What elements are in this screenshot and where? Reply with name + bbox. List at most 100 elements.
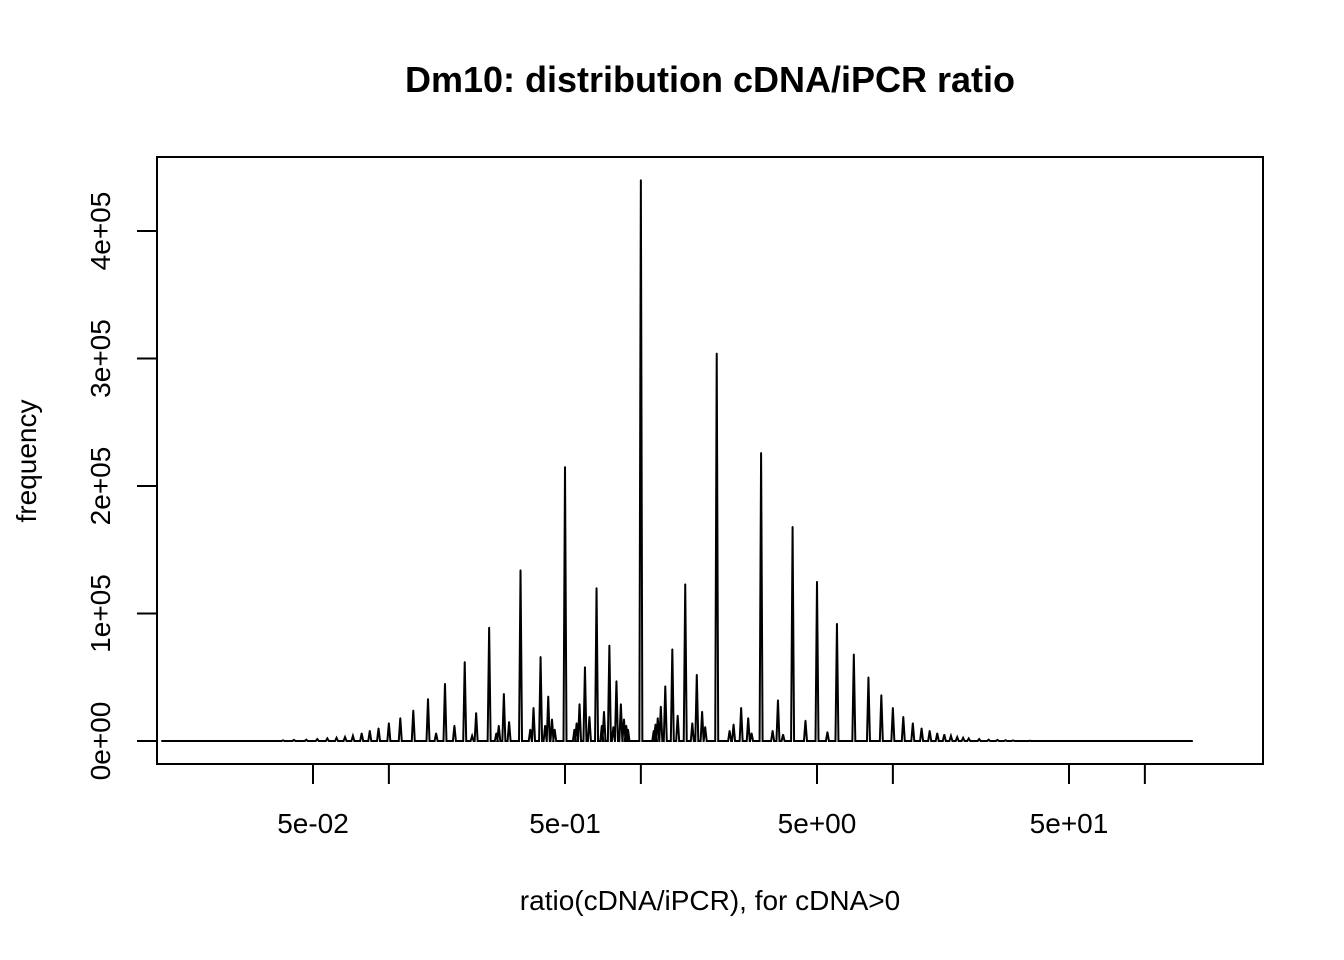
- data-point: [368, 730, 371, 732]
- data-point: [488, 626, 490, 629]
- x-tick-label: 5e-01: [529, 808, 601, 839]
- data-point: [771, 730, 774, 732]
- chart-title: Dm10: distribution cDNA/iPCR ratio: [405, 59, 1015, 100]
- data-point: [471, 735, 473, 737]
- data-point: [956, 736, 958, 738]
- x-tick-label: 5e+00: [778, 808, 857, 839]
- data-point: [782, 733, 784, 736]
- data-point: [578, 703, 581, 705]
- data-point: [676, 714, 679, 717]
- data-point: [660, 705, 662, 708]
- data-point: [615, 680, 618, 682]
- y-axis: 0e+00 1e+05 2e+05 3e+05 4e+05: [85, 192, 158, 781]
- data-point: [503, 693, 505, 695]
- data-point: [836, 622, 838, 625]
- data-point: [760, 452, 762, 454]
- data-point: [777, 699, 779, 701]
- data-point: [732, 723, 735, 726]
- x-tick-label: 5e-02: [277, 808, 349, 839]
- data-point: [1012, 739, 1014, 742]
- data-point: [282, 739, 284, 742]
- data-point: [388, 722, 390, 724]
- data-point: [962, 737, 964, 739]
- data-point: [326, 737, 329, 740]
- data-point: [551, 718, 553, 721]
- data-point: [305, 738, 308, 741]
- plot-frame: [156, 156, 1264, 765]
- data-point: [715, 352, 718, 355]
- data-point: [435, 732, 437, 735]
- data-point: [427, 698, 429, 700]
- y-tick-label: 2e+05: [85, 447, 116, 526]
- data-point: [695, 673, 698, 676]
- y-tick-label: 0e+00: [85, 702, 116, 781]
- data-point: [316, 738, 319, 740]
- data-point: [532, 707, 535, 709]
- data-point: [344, 736, 346, 738]
- y-tick-label: 1e+05: [85, 574, 116, 653]
- data-point: [544, 724, 546, 727]
- data-point: [880, 694, 883, 696]
- data-point: [728, 730, 731, 732]
- data-point: [867, 676, 870, 679]
- data-point: [360, 732, 363, 735]
- data-point: [912, 722, 914, 724]
- data-point: [547, 695, 550, 698]
- data-point: [656, 717, 659, 719]
- data-point: [293, 739, 295, 741]
- data-point: [463, 661, 466, 663]
- data-point: [377, 727, 380, 730]
- data-point: [664, 685, 667, 687]
- data-point: [671, 648, 674, 650]
- data-point: [1004, 739, 1007, 742]
- data-point: [640, 179, 642, 181]
- data-point: [497, 724, 500, 727]
- series-layer: [161, 179, 1193, 742]
- data-point: [691, 722, 694, 724]
- data-point: [950, 735, 952, 737]
- data-point: [701, 710, 703, 713]
- data-point: [920, 727, 923, 730]
- data-point: [588, 715, 591, 718]
- data-point: [335, 737, 338, 739]
- data-point: [584, 666, 586, 668]
- data-point: [987, 738, 990, 741]
- data-point: [475, 712, 477, 714]
- data-point: [816, 580, 818, 583]
- x-axis-label: ratio(cDNA/iPCR), for cDNA>0: [520, 885, 900, 916]
- data-point: [625, 724, 628, 727]
- data-point: [704, 726, 706, 728]
- y-tick-label: 3e+05: [85, 319, 116, 398]
- data-point: [791, 526, 794, 528]
- data-point: [684, 583, 687, 585]
- data-point: [608, 644, 611, 647]
- data-point: [996, 739, 999, 741]
- x-tick-label: 5e+01: [1030, 808, 1109, 839]
- data-point: [399, 717, 402, 719]
- data-point: [978, 738, 980, 740]
- series-line-0: [161, 179, 1193, 742]
- data-point: [750, 732, 753, 735]
- data-point: [892, 707, 894, 709]
- data-point: [575, 722, 578, 724]
- data-point: [412, 709, 415, 712]
- data-point: [453, 724, 456, 727]
- data-point: [928, 730, 931, 732]
- data-point: [573, 728, 576, 731]
- data-point: [603, 710, 605, 713]
- x-axis: 5e-02 5e-01 5e+00 5e+01: [277, 763, 1146, 839]
- data-point: [601, 724, 603, 727]
- data-point: [495, 732, 498, 735]
- data-point: [747, 717, 750, 719]
- data-point: [943, 733, 946, 736]
- data-point: [853, 653, 855, 656]
- data-point: [564, 466, 566, 468]
- data-point: [654, 723, 657, 726]
- data-point: [553, 728, 556, 731]
- data-point: [826, 731, 829, 733]
- data-point: [936, 732, 939, 735]
- data-point: [539, 656, 542, 658]
- data-point: [444, 682, 446, 685]
- data-point: [967, 737, 970, 740]
